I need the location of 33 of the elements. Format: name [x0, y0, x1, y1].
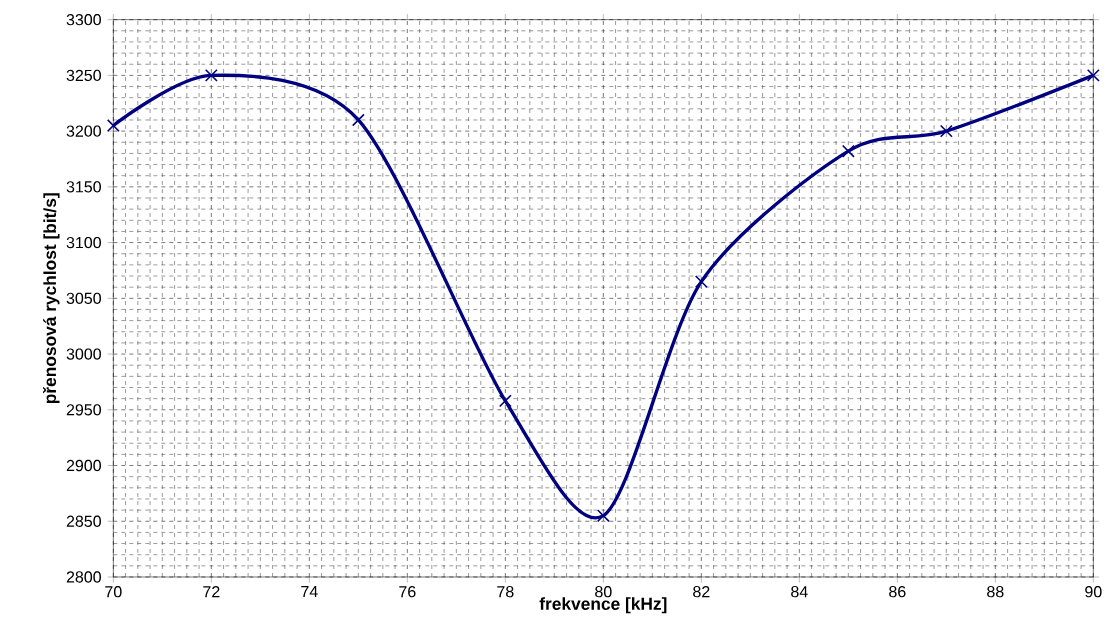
x-tick-label: 84 [791, 586, 808, 598]
x-tick-label: 74 [301, 586, 318, 598]
x-tick-label: 90 [1085, 586, 1102, 598]
x-tick-label: 86 [889, 586, 906, 598]
x-tick-label: 76 [399, 586, 416, 598]
y-tick-label: 2900 [66, 459, 101, 472]
point [694, 275, 708, 289]
point [1086, 68, 1100, 82]
point [596, 509, 610, 523]
y-tick-label: 3200 [66, 125, 101, 137]
y-tick-label: 2850 [66, 515, 101, 527]
y-tick-label: 3050 [66, 292, 101, 304]
point [204, 68, 218, 82]
x-axis-title: frekvence [kHz] [539, 597, 667, 614]
x-tick-label: 70 [105, 586, 122, 598]
point [841, 144, 855, 158]
y-tick-label: 3100 [66, 236, 101, 249]
x-tick-label: 82 [693, 586, 710, 598]
x-tick-label: 80 [595, 586, 612, 598]
point [498, 394, 512, 408]
x-tick-label: 78 [497, 586, 514, 598]
point [939, 124, 953, 138]
x-tick-label: 88 [987, 586, 1004, 598]
y-tick-label: 3000 [66, 348, 101, 360]
point [106, 119, 120, 133]
y-tick-label: 2950 [66, 404, 101, 416]
y-tick-label: 2800 [66, 571, 101, 583]
y-tick-label: 3250 [66, 69, 101, 82]
y-axis-title: přenosová rychlost [bit/s] [42, 193, 60, 404]
y-tick-label: 3300 [66, 14, 101, 26]
point [351, 113, 365, 127]
y-tick-label: 3150 [66, 181, 101, 193]
x-tick-label: 72 [203, 586, 220, 598]
